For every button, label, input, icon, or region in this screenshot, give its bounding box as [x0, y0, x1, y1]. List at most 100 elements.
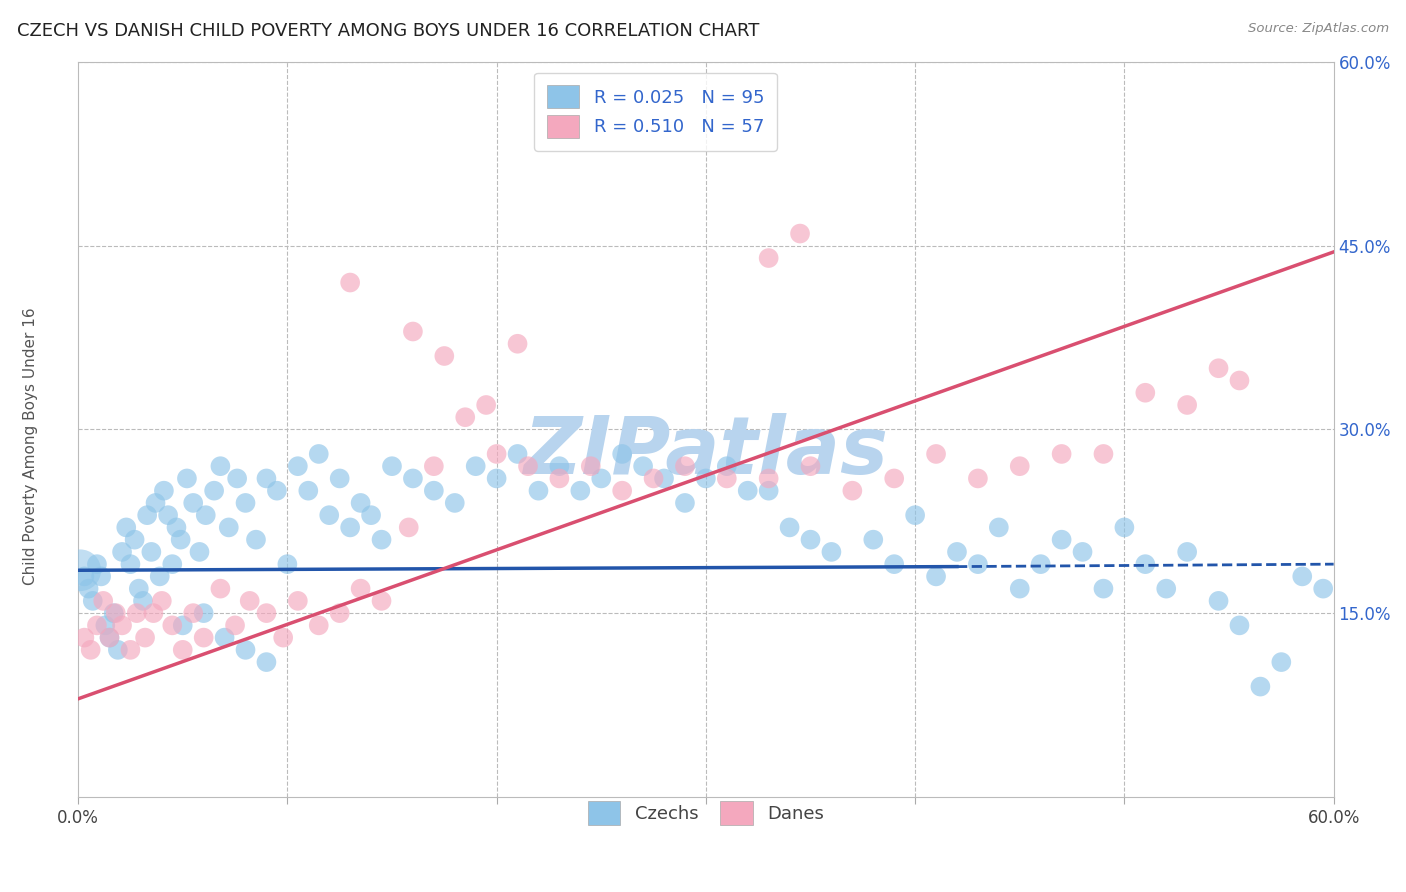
Point: [176, 471, 198, 485]
Point: [308, 618, 330, 632]
Point: [716, 471, 738, 485]
Point: [569, 483, 592, 498]
Point: [370, 533, 392, 547]
Point: [98, 631, 121, 645]
Point: [967, 471, 990, 485]
Point: [266, 483, 288, 498]
Point: [150, 594, 173, 608]
Point: [218, 520, 240, 534]
Point: [194, 508, 217, 523]
Point: [1050, 447, 1073, 461]
Point: [181, 496, 204, 510]
Point: [69, 563, 91, 577]
Point: [79, 643, 101, 657]
Point: [1008, 459, 1031, 474]
Point: [111, 545, 134, 559]
Point: [799, 459, 821, 474]
Point: [1208, 594, 1230, 608]
Point: [329, 606, 352, 620]
Point: [132, 594, 155, 608]
Point: [73, 631, 96, 645]
Point: [591, 471, 613, 485]
Point: [862, 533, 884, 547]
Point: [506, 447, 529, 461]
Point: [256, 606, 278, 620]
Point: [90, 569, 112, 583]
Point: [149, 569, 172, 583]
Text: Source: ZipAtlas.com: Source: ZipAtlas.com: [1249, 22, 1389, 36]
Point: [758, 483, 780, 498]
Point: [166, 520, 188, 534]
Point: [1270, 655, 1292, 669]
Point: [162, 618, 184, 632]
Point: [548, 459, 571, 474]
Point: [193, 606, 215, 620]
Point: [1291, 569, 1313, 583]
Point: [235, 643, 257, 657]
Point: [124, 533, 146, 547]
Point: [339, 276, 361, 290]
Point: [517, 459, 540, 474]
Point: [224, 618, 246, 632]
Point: [98, 631, 121, 645]
Point: [128, 582, 150, 596]
Point: [695, 471, 717, 485]
Point: [1229, 374, 1251, 388]
Point: [86, 557, 108, 571]
Point: [398, 520, 420, 534]
Point: [308, 447, 330, 461]
Point: [443, 496, 465, 510]
Point: [673, 459, 696, 474]
Point: [271, 631, 294, 645]
Point: [423, 459, 446, 474]
Point: [104, 606, 127, 620]
Point: [485, 471, 508, 485]
Point: [423, 483, 446, 498]
Point: [193, 631, 215, 645]
Point: [202, 483, 225, 498]
Point: [799, 533, 821, 547]
Point: [120, 643, 142, 657]
Point: [820, 545, 842, 559]
Point: [297, 483, 319, 498]
Point: [103, 606, 125, 620]
Point: [318, 508, 340, 523]
Point: [1092, 582, 1115, 596]
Point: [209, 582, 232, 596]
Point: [1071, 545, 1094, 559]
Point: [485, 447, 508, 461]
Point: [716, 459, 738, 474]
Point: [381, 459, 404, 474]
Point: [142, 606, 165, 620]
Point: [226, 471, 249, 485]
Point: [162, 557, 184, 571]
Point: [652, 471, 675, 485]
Point: [115, 520, 138, 534]
Point: [612, 447, 634, 461]
Point: [77, 582, 100, 596]
Point: [1050, 533, 1073, 547]
Point: [360, 508, 382, 523]
Point: [946, 545, 969, 559]
Point: [1175, 545, 1198, 559]
Point: [145, 496, 167, 510]
Point: [349, 496, 371, 510]
Point: [370, 594, 392, 608]
Point: [209, 459, 232, 474]
Point: [1029, 557, 1052, 571]
Point: [188, 545, 211, 559]
Point: [883, 557, 905, 571]
Point: [157, 508, 180, 523]
Point: [506, 336, 529, 351]
Point: [1114, 520, 1136, 534]
Point: [181, 606, 204, 620]
Point: [245, 533, 267, 547]
Point: [1208, 361, 1230, 376]
Text: Child Poverty Among Boys Under 16: Child Poverty Among Boys Under 16: [24, 307, 38, 585]
Point: [120, 557, 142, 571]
Point: [125, 606, 148, 620]
Point: [673, 496, 696, 510]
Text: CZECH VS DANISH CHILD POVERTY AMONG BOYS UNDER 16 CORRELATION CHART: CZECH VS DANISH CHILD POVERTY AMONG BOYS…: [17, 22, 759, 40]
Point: [841, 483, 863, 498]
Point: [987, 520, 1010, 534]
